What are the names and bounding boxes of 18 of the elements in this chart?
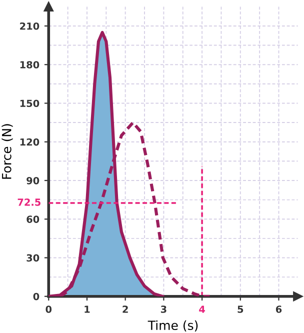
y-tick-label: 150	[20, 100, 40, 108]
y-axis-title: Force (N)	[2, 124, 13, 179]
x-tick-label: 5	[238, 306, 244, 313]
x-tick-label: 6	[276, 306, 282, 313]
y-tick-label: 180	[20, 61, 40, 68]
x-tick-label: 1	[84, 306, 90, 313]
ref-line-label: 72.5	[18, 198, 40, 206]
y-tick-label: 210	[20, 22, 40, 30]
y-tick-label: 60	[26, 216, 40, 223]
y-tick-label: 30	[26, 254, 40, 262]
y-tick-label: 90	[26, 176, 40, 184]
y-tick-label: 0	[33, 292, 40, 300]
x-tick-label: 0	[46, 306, 52, 313]
y-tick-label: 120	[20, 138, 40, 146]
x-tick-label: 3	[160, 306, 166, 313]
x-tick-label: 2	[122, 306, 128, 313]
x-tick-label: 4	[199, 306, 205, 313]
x-axis-title: Time (s)	[148, 320, 198, 332]
